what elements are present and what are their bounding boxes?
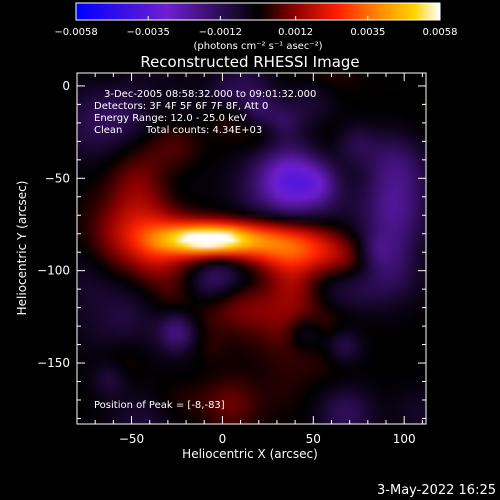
y-tick-label: 0 [62,79,70,93]
chart-title: Reconstructed RHESSI Image [140,53,359,71]
colorbar-frame [75,2,441,21]
colorbar-tick-label: 0.0012 [278,27,313,38]
x-tick-label: −50 [119,432,144,446]
colorbar-tick-label: −0.0035 [126,27,169,38]
colorbar: −0.0058 −0.0035 −0.0012 0.0012 0.0035 0.0058 … [54,2,458,52]
footer-date: 3-May-2022 16:25 [377,483,496,498]
heatmap-image [77,73,426,424]
y-tick-label: −150 [37,356,70,370]
annotation-counts: Total counts: 4.34E+03 [145,125,262,136]
y-tick-label: −100 [37,264,70,278]
y-axis-label: Heliocentric Y (arcsec) [15,181,29,316]
colorbar-ticks: −0.0058 −0.0035 −0.0012 0.0012 0.0035 0.0058 [54,16,458,38]
colorbar-tick-label: −0.0058 [54,27,97,38]
x-tick-label: 100 [393,432,416,446]
x-tick-label: 50 [306,432,321,446]
y-tick-label: −50 [45,171,70,185]
colorbar-tick-label: 0.0058 [423,27,458,38]
x-tick-label: 0 [219,432,227,446]
annotation-detectors: Detectors: 3F 4F 5F 6F 7F 8F, Att 0 [94,101,268,112]
colorbar-tick-label: −0.0012 [199,27,242,38]
colorbar-gradient [76,3,440,20]
colorbar-tick-label: 0.0035 [350,27,385,38]
axis-ticks: −50 0 50 100 0 −50 −100 −150 [37,73,426,446]
plot-frame [76,72,427,425]
colorbar-units: (photons cm⁻² s⁻¹ asec⁻²) [193,41,322,52]
annotation-energy: Energy Range: 12.0 - 25.0 keV [94,113,247,124]
annotation-time: 3-Dec-2005 08:58:32.000 to 09:01:32.000 [104,89,316,100]
annotation-peak: Position of Peak = [-8,-83] [94,400,225,411]
annotation-clean: Clean [94,125,122,136]
x-axis-label: Heliocentric X (arcsec) [182,447,318,461]
plot-area: −50 0 50 100 0 −50 −100 −150 3-Dec-2005 08:58:3… [37,72,427,446]
